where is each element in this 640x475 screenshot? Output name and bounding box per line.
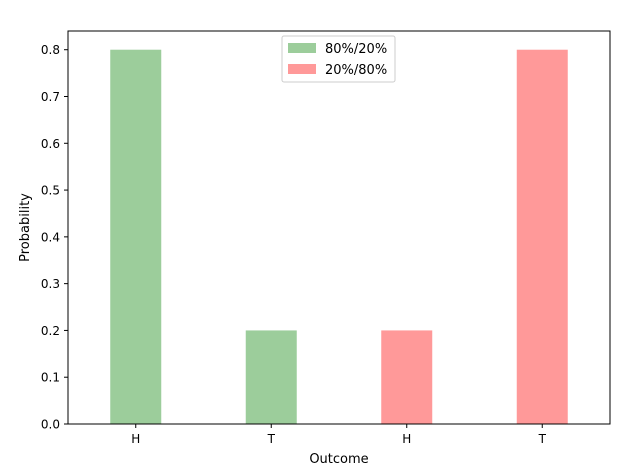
bar-2 bbox=[245, 330, 297, 424]
legend: 80%/20% 20%/80% bbox=[281, 35, 396, 83]
y-tick-label: 0.6 bbox=[41, 137, 60, 151]
bars-layer bbox=[110, 49, 568, 424]
y-tick-label: 0.2 bbox=[41, 324, 60, 338]
x-tick-label: T bbox=[267, 432, 276, 446]
legend-swatch bbox=[288, 43, 316, 53]
x-tick-label: T bbox=[538, 432, 547, 446]
bar-3 bbox=[381, 330, 433, 424]
legend-label: 20%/80% bbox=[325, 63, 387, 78]
x-axis-label: Outcome bbox=[309, 452, 368, 467]
plot-frame bbox=[67, 30, 611, 425]
y-tick-label: 0.0 bbox=[41, 418, 60, 432]
bar-1 bbox=[110, 49, 162, 424]
x-tick-label: H bbox=[131, 432, 140, 446]
y-tick-label: 0.3 bbox=[41, 277, 60, 291]
y-tick-label: 0.8 bbox=[41, 43, 60, 57]
y-tick-label: 0.1 bbox=[41, 371, 60, 385]
y-tick-label: 0.7 bbox=[41, 90, 60, 104]
legend-label: 80%/20% bbox=[325, 42, 387, 57]
y-tick-label: 0.5 bbox=[41, 184, 60, 198]
y-axis-label: Probability bbox=[18, 193, 33, 262]
bar-4 bbox=[516, 49, 568, 424]
y-tick-label: 0.4 bbox=[41, 230, 60, 244]
x-tick-label: H bbox=[402, 432, 411, 446]
legend-swatch bbox=[288, 64, 316, 74]
y-axis-ticks: 0.0 0.1 0.2 0.3 0.4 0.5 0.6 0.7 0.8 bbox=[41, 43, 68, 432]
